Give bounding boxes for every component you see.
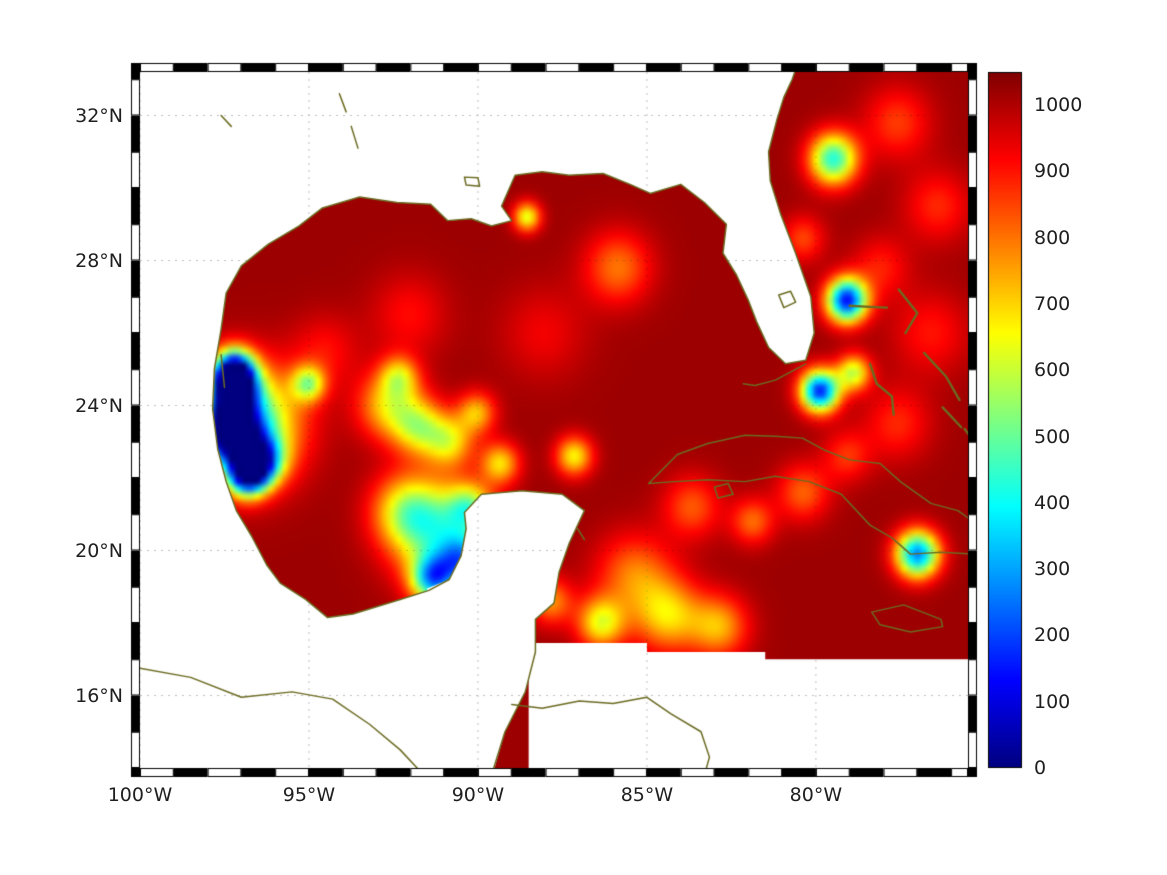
figure-heatmap-map: 100°W 95°W 90°W 85°W 80°W 16°N 20°N 24°N 28°N 32°…	[0, 0, 1167, 875]
map-heatmap-canvas	[0, 0, 1167, 875]
